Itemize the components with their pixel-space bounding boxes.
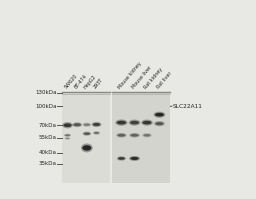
Ellipse shape	[92, 122, 101, 127]
Ellipse shape	[65, 138, 70, 139]
Ellipse shape	[64, 134, 71, 137]
Ellipse shape	[118, 134, 125, 137]
Ellipse shape	[62, 122, 73, 128]
Ellipse shape	[82, 123, 91, 127]
Text: 35kDa: 35kDa	[39, 161, 57, 166]
Ellipse shape	[141, 120, 153, 126]
Text: 70kDa: 70kDa	[39, 123, 57, 128]
Ellipse shape	[65, 137, 70, 139]
Ellipse shape	[82, 132, 91, 136]
Ellipse shape	[129, 156, 140, 161]
Text: 293T: 293T	[93, 77, 104, 90]
Text: 100kDa: 100kDa	[35, 104, 57, 109]
Text: 40kDa: 40kDa	[39, 150, 57, 155]
Bar	[111, 92, 170, 183]
Ellipse shape	[81, 143, 93, 152]
Text: Rat liver: Rat liver	[156, 71, 173, 90]
Ellipse shape	[129, 133, 140, 138]
Ellipse shape	[116, 133, 127, 138]
Ellipse shape	[63, 123, 72, 127]
Ellipse shape	[154, 121, 165, 126]
Ellipse shape	[93, 123, 100, 126]
Ellipse shape	[93, 131, 100, 135]
Ellipse shape	[65, 134, 70, 136]
Bar	[62, 92, 170, 183]
Ellipse shape	[115, 119, 127, 126]
Ellipse shape	[117, 156, 126, 161]
Ellipse shape	[155, 122, 164, 125]
Text: Mouse kidney: Mouse kidney	[118, 61, 143, 90]
Ellipse shape	[142, 133, 152, 137]
Ellipse shape	[143, 121, 152, 124]
Ellipse shape	[155, 113, 164, 117]
Text: Rat kidney: Rat kidney	[143, 67, 164, 90]
Bar	[62, 92, 111, 183]
Text: Mouse liver: Mouse liver	[131, 65, 153, 90]
Text: SLC22A11: SLC22A11	[173, 104, 202, 109]
Text: 130kDa: 130kDa	[35, 90, 57, 95]
Ellipse shape	[83, 123, 90, 126]
Ellipse shape	[154, 112, 165, 118]
Ellipse shape	[73, 123, 81, 126]
Ellipse shape	[130, 157, 139, 160]
Ellipse shape	[130, 121, 139, 124]
Text: SW620: SW620	[64, 73, 79, 90]
Bar	[110, 92, 112, 183]
Ellipse shape	[83, 132, 90, 135]
Ellipse shape	[82, 145, 91, 151]
Ellipse shape	[94, 132, 99, 134]
Ellipse shape	[117, 121, 126, 125]
Text: BT-474: BT-474	[73, 74, 88, 90]
Text: 55kDa: 55kDa	[39, 135, 57, 140]
Ellipse shape	[129, 120, 140, 126]
Ellipse shape	[130, 134, 139, 137]
Text: HepG2: HepG2	[83, 74, 98, 90]
Ellipse shape	[143, 134, 151, 137]
Ellipse shape	[72, 122, 82, 127]
Ellipse shape	[118, 157, 125, 160]
